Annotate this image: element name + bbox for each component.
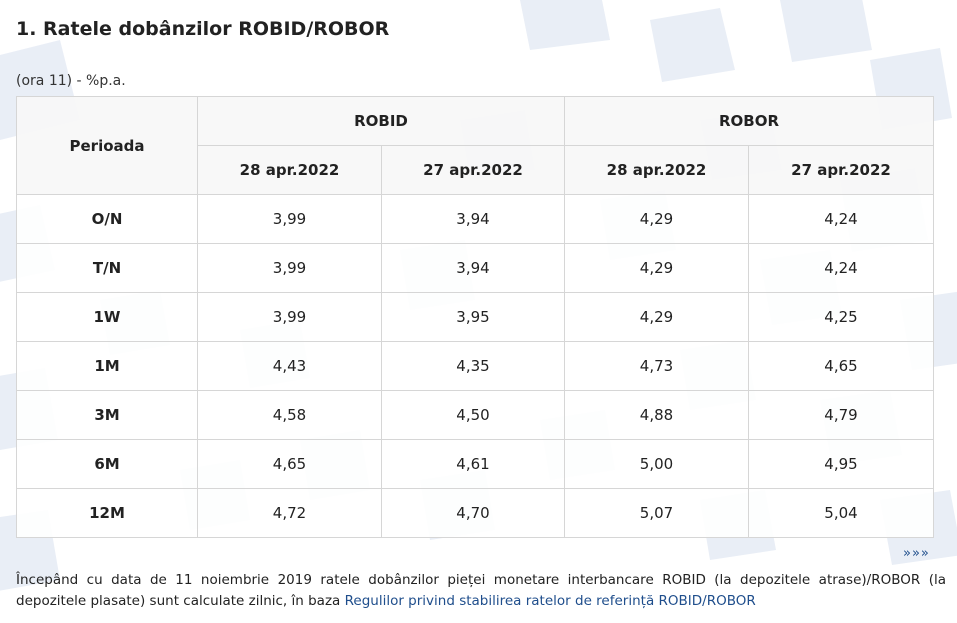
rate-cell: 4,61 [381,439,565,489]
rate-cell: 3,99 [197,243,382,293]
date-header: 27 apr.2022 [381,145,565,195]
rate-cell: 4,79 [747,390,935,440]
rate-cell: 3,95 [381,292,565,342]
rate-cell: 4,95 [747,439,935,489]
rate-cell: 3,94 [381,243,565,293]
unit-note: (ora 11) - %p.a. [16,73,126,89]
period-cell: 1W [16,292,198,342]
table-row: T/N 3,99 3,94 4,29 4,24 [16,243,935,293]
page-title: 1. Ratele dobânzilor ROBID/ROBOR [16,18,390,40]
period-cell: 3M [16,390,198,440]
date-header: 28 apr.2022 [564,145,749,195]
rate-cell: 4,65 [197,439,382,489]
rate-cell: 3,99 [197,194,382,244]
rate-cell: 4,65 [747,341,935,391]
rate-cell: 4,88 [564,390,749,440]
table-row: 6M 4,65 4,61 5,00 4,95 [16,439,935,489]
rates-table: Perioada ROBID ROBOR 28 apr.2022 27 apr.… [16,96,935,538]
footnote-text: Începând cu data de 11 noiembrie 2019 ra… [16,572,946,609]
rate-cell: 5,04 [747,488,935,538]
table-row: 12M 4,72 4,70 5,07 5,04 [16,488,935,538]
period-cell: T/N [16,243,198,293]
rate-cell: 4,72 [197,488,382,538]
period-cell: 1M [16,341,198,391]
table-row: 1M 4,43 4,35 4,73 4,65 [16,341,935,391]
rate-cell: 4,29 [564,194,749,244]
rules-link[interactable]: Regulilor privind stabilirea ratelor de … [344,593,756,609]
date-header: 28 apr.2022 [197,145,382,195]
rate-cell: 4,50 [381,390,565,440]
rate-cell: 4,25 [747,292,935,342]
rate-cell: 4,24 [747,194,935,244]
rate-cell: 4,73 [564,341,749,391]
rate-cell: 4,58 [197,390,382,440]
rate-cell: 4,29 [564,292,749,342]
group-header-robid: ROBID [197,96,565,146]
period-cell: O/N [16,194,198,244]
table-row: 3M 4,58 4,50 4,88 4,79 [16,390,935,440]
table-row: O/N 3,99 3,94 4,29 4,24 [16,194,935,244]
more-link[interactable]: »»» [903,546,930,561]
rate-cell: 4,24 [747,243,935,293]
rate-cell: 4,70 [381,488,565,538]
period-cell: 6M [16,439,198,489]
table-row: 1W 3,99 3,95 4,29 4,25 [16,292,935,342]
rate-cell: 4,29 [564,243,749,293]
period-header: Perioada [16,96,198,195]
rate-cell: 4,43 [197,341,382,391]
footnote: Începând cu data de 11 noiembrie 2019 ra… [16,570,946,612]
group-header-robor: ROBOR [563,96,935,146]
rate-cell: 3,94 [381,194,565,244]
table-header-row: Perioada ROBID ROBOR [16,96,935,195]
rate-cell: 5,07 [564,488,749,538]
period-cell: 12M [16,488,198,538]
date-header: 27 apr.2022 [747,145,935,195]
rate-cell: 3,99 [197,292,382,342]
rate-cell: 4,35 [381,341,565,391]
rate-cell: 5,00 [564,439,749,489]
